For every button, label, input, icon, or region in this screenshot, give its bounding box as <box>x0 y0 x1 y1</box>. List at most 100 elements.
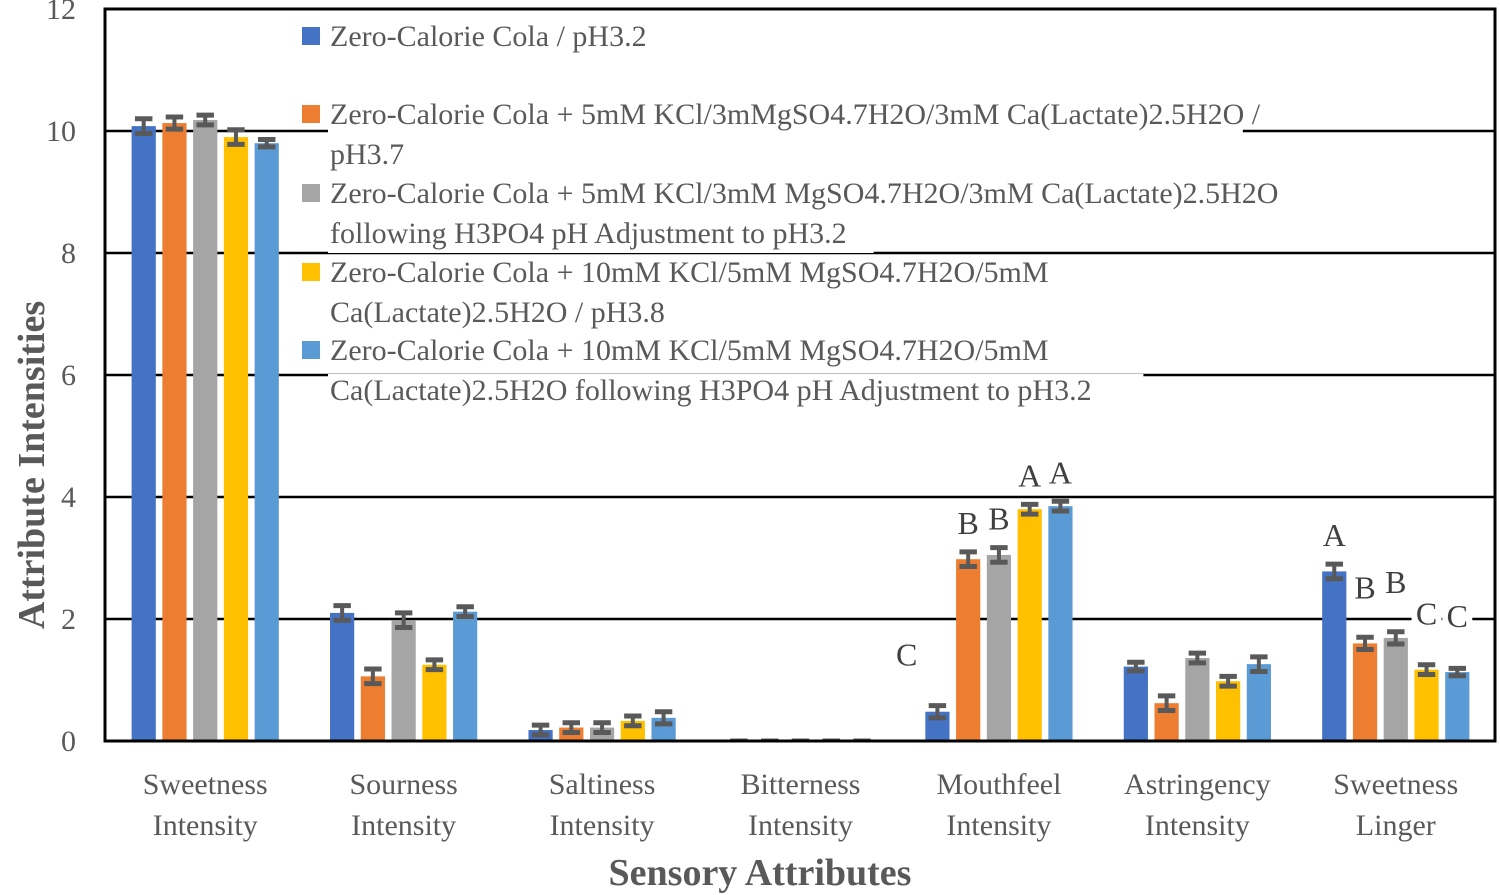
significance-letter: A <box>1018 457 1041 493</box>
y-tick-label: 4 <box>61 481 76 514</box>
error-bar <box>258 137 276 150</box>
x-tick-label: Intensity <box>550 809 655 842</box>
error-bar <box>1387 629 1405 647</box>
legend-label: pH3.7 <box>330 138 404 171</box>
error-bar <box>1219 673 1237 689</box>
error-bars <box>134 112 1467 742</box>
significance-letter: A <box>1049 454 1072 490</box>
error-bar <box>1188 650 1207 666</box>
bar <box>1383 637 1408 741</box>
error-bar <box>425 657 444 673</box>
annotation-bg <box>1319 518 1350 553</box>
legend-label: Zero-Calorie Cola + 10mM KCl/5mM MgSO4.7… <box>330 256 1049 289</box>
bar <box>254 143 279 741</box>
legend-label: Ca(Lactate)2.5H2O following H3PO4 pH Adj… <box>330 374 1092 407</box>
error-bar <box>959 549 977 570</box>
legend-label: following H3PO4 pH Adjustment to pH3.2 <box>330 217 847 250</box>
annotation-bg <box>1411 596 1442 631</box>
error-bar <box>624 713 642 729</box>
significance-letter: A <box>1323 517 1346 553</box>
y-tick-label: 12 <box>46 0 76 26</box>
x-tick-labels: Sweetness Intensity Sourness Intensity Salti… <box>143 768 1459 842</box>
x-tick-label: Linger <box>1356 809 1436 842</box>
annotation-bg <box>1380 564 1411 599</box>
annotation-bg <box>1350 570 1381 605</box>
bar <box>330 612 355 741</box>
bar <box>986 554 1012 741</box>
error-bar <box>1157 693 1176 713</box>
y-axis-title: Attribute Intensities <box>11 301 53 629</box>
legend-swatch <box>302 341 320 359</box>
annotation-bg <box>953 505 984 540</box>
significance-letter: C <box>1416 596 1437 632</box>
significance-letter: C <box>1447 598 1468 634</box>
bar <box>1048 506 1073 741</box>
x-tick-label: Sweetness <box>143 768 268 801</box>
x-tick-label: Sourness <box>349 768 457 801</box>
error-bar <box>333 603 351 623</box>
significance-letter: B <box>988 501 1009 537</box>
y-tick-label: 10 <box>46 115 76 148</box>
error-bar <box>1325 561 1343 582</box>
bar <box>1246 664 1271 741</box>
error-bar <box>654 709 673 727</box>
error-bar <box>990 545 1008 565</box>
error-bar <box>196 112 214 128</box>
bar <box>193 120 218 741</box>
error-bar <box>165 114 184 132</box>
legend-label: Zero-Calorie Cola / pH3.2 <box>330 20 647 53</box>
error-bar <box>1020 501 1039 517</box>
legend-swatch <box>302 184 320 202</box>
error-bar <box>1127 659 1145 674</box>
bar <box>131 126 156 742</box>
bar <box>162 123 187 741</box>
legend-item: Zero-Calorie Cola + 5mM KCl/3mM MgSO4.7H… <box>302 177 1278 253</box>
y-tick-labels: 0 2 4 6 8 10 12 <box>46 0 76 758</box>
error-bar <box>456 604 474 620</box>
legend-label: Zero-Calorie Cola + 10mM KCl/5mM MgSO4.7… <box>330 334 1049 367</box>
bar <box>453 611 478 741</box>
significance-letters: CB BA AAB BC C <box>891 454 1473 673</box>
error-bar <box>1417 662 1436 678</box>
bar <box>1123 666 1148 741</box>
error-bar <box>928 703 947 721</box>
bar <box>1185 658 1210 741</box>
bar <box>956 559 981 741</box>
annotation-bg <box>1014 458 1045 493</box>
x-tick-label: Bitterness <box>741 768 861 801</box>
annotation-bg <box>983 501 1014 536</box>
y-tick-label: 8 <box>61 237 76 270</box>
error-bar <box>394 610 413 631</box>
legend-label: Ca(Lactate)2.5H2O / pH3.8 <box>330 296 665 329</box>
x-tick-label: Intensity <box>748 809 853 842</box>
legend-label: Zero-Calorie Cola + 5mM KCl/3mM MgSO4.7H… <box>330 177 1278 210</box>
significance-letter: B <box>958 505 979 541</box>
error-bar <box>1250 654 1268 674</box>
error-bar <box>1051 498 1070 514</box>
bar <box>391 620 416 741</box>
bar <box>422 664 447 741</box>
bar <box>1017 509 1042 741</box>
x-tick-label: Astringency <box>1124 768 1271 801</box>
y-tick-label: 2 <box>61 603 76 636</box>
significance-letter: B <box>1354 569 1375 605</box>
y-tick-label: 0 <box>61 725 76 758</box>
significance-letter: C <box>896 637 917 673</box>
error-bar <box>227 127 245 147</box>
significance-letter: B <box>1385 564 1406 600</box>
y-tick-label: 6 <box>61 359 76 392</box>
bar <box>223 137 249 742</box>
bar <box>1216 681 1241 741</box>
bars <box>131 120 1470 742</box>
legend: Zero-Calorie Cola / pH3.2 Zero-Calorie Co… <box>302 20 1278 410</box>
legend-item: Zero-Calorie Cola + 5mM KCl/3mMgSO4.7H2O… <box>302 98 1261 174</box>
bar <box>1445 672 1470 741</box>
bar <box>360 676 385 741</box>
legend-item: Zero-Calorie Cola + 10mM KCl/5mM MgSO4.7… <box>302 334 1144 410</box>
annotation-bg <box>1442 599 1473 634</box>
x-tick-label: Intensity <box>1145 809 1250 842</box>
bar <box>1352 643 1378 741</box>
error-bar <box>531 722 550 738</box>
error-bar <box>134 116 153 136</box>
